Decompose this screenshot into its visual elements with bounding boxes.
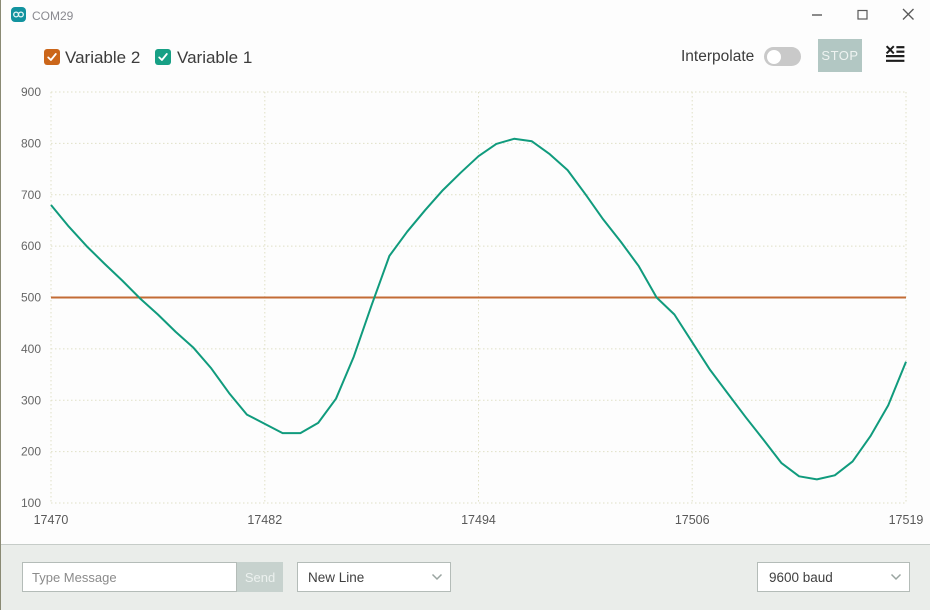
- svg-text:700: 700: [21, 188, 41, 202]
- svg-text:17506: 17506: [675, 513, 710, 527]
- svg-text:17482: 17482: [247, 513, 282, 527]
- svg-text:500: 500: [21, 291, 41, 305]
- svg-text:100: 100: [21, 496, 41, 510]
- svg-text:17519: 17519: [889, 513, 924, 527]
- svg-text:800: 800: [21, 136, 41, 150]
- svg-text:17494: 17494: [461, 513, 496, 527]
- svg-text:900: 900: [21, 85, 41, 99]
- svg-text:400: 400: [21, 342, 41, 356]
- svg-text:200: 200: [21, 445, 41, 459]
- svg-text:600: 600: [21, 239, 41, 253]
- svg-text:17470: 17470: [34, 513, 69, 527]
- svg-text:300: 300: [21, 393, 41, 407]
